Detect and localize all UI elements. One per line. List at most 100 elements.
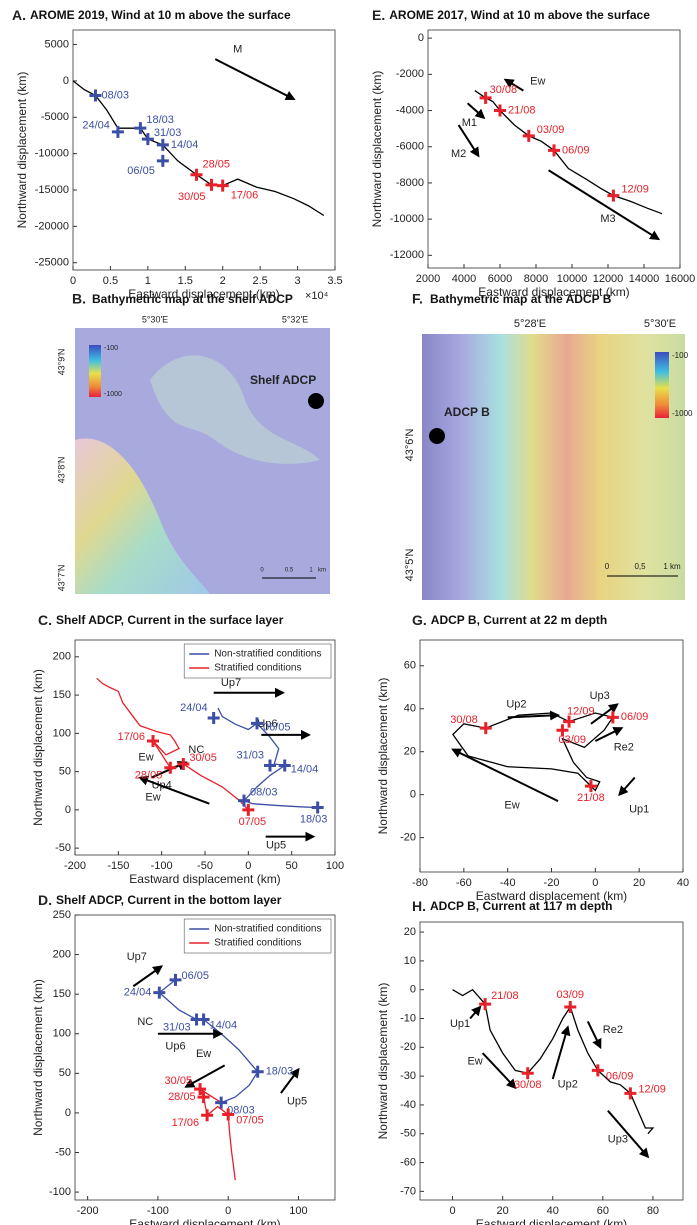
- x-tick-label: -50: [197, 860, 213, 872]
- x-tick-label: 1.5: [178, 275, 193, 287]
- arrow: [133, 966, 161, 986]
- lon-label: 5°28'E: [514, 318, 546, 330]
- y-tick-label: 150: [53, 988, 71, 1000]
- arrow-label: Ew: [530, 75, 545, 87]
- y-tick-label: -20: [400, 1041, 416, 1053]
- marker-label: 07/05: [236, 1114, 264, 1126]
- arrow-label: Up5: [287, 1096, 307, 1108]
- y-tick-label: -50: [55, 1146, 71, 1158]
- marker-label: 06/05: [263, 721, 291, 733]
- colorbar-label: -100: [672, 351, 689, 360]
- marker: [480, 722, 492, 734]
- x-tick-label: 100: [289, 1205, 307, 1217]
- x-tick-label: -80: [412, 877, 428, 889]
- marker: [312, 802, 324, 814]
- y-tick-label: -20000: [35, 220, 69, 232]
- panel-heading: H.ADCP B, Current at 117 m depth: [412, 898, 612, 914]
- arrow: [215, 59, 294, 99]
- y-tick-label: 200: [53, 948, 71, 960]
- panel-letter: C.: [38, 612, 52, 628]
- y-tick-label: -30: [400, 1070, 416, 1082]
- panel-title: Shelf ADCP, Current in the surface layer: [56, 613, 284, 627]
- x-tick-label: 3: [295, 275, 301, 287]
- x-tick-label: -20: [544, 877, 560, 889]
- map-background: [422, 334, 685, 600]
- lat-label: 43°6'N: [404, 429, 416, 462]
- lat-label: 43°7'N: [56, 565, 66, 592]
- marker: [564, 1001, 576, 1013]
- panel-heading: D.Shelf ADCP, Current in the bottom laye…: [38, 892, 282, 908]
- marker: [89, 89, 101, 101]
- arrow-label: Up3: [590, 690, 610, 702]
- panel-letter: D.: [38, 892, 52, 908]
- lat-label: 43°9'N: [56, 349, 66, 376]
- y-tick-label: 50: [59, 766, 71, 778]
- scale-label: 0,5: [634, 562, 646, 571]
- y-tick-label: 100: [53, 727, 71, 739]
- panel-title: AROME 2017, Wind at 10 m above the surfa…: [389, 8, 650, 22]
- marker-label: 18/03: [266, 1066, 294, 1078]
- x-tick-label: 8000: [524, 273, 548, 285]
- legend-label: Non-stratified conditions: [214, 924, 321, 935]
- marker: [177, 758, 189, 770]
- panel-title: ADCP B, Current at 22 m depth: [431, 613, 607, 627]
- site-marker: [429, 428, 445, 444]
- x-tick-label: 80: [647, 1205, 659, 1217]
- y-tick-label: 10: [404, 955, 416, 967]
- marker-label: 30/05: [178, 191, 206, 203]
- marker-label: 03/09: [558, 734, 586, 746]
- x-tick-label: 50: [286, 860, 298, 872]
- marker-label: 24/04: [82, 120, 110, 132]
- arrow-label: Re2: [603, 1024, 623, 1036]
- arrow-label: Ew: [467, 1056, 482, 1068]
- arrow: [619, 777, 634, 794]
- x-tick-label: 2.5: [252, 275, 267, 287]
- x-tick-label: -150: [107, 860, 129, 872]
- marker: [208, 712, 220, 724]
- site-label: Shelf ADCP: [250, 373, 316, 387]
- x-tick-label: 6000: [488, 273, 512, 285]
- x-tick-label: -100: [151, 860, 173, 872]
- y-tick-label: 20: [404, 746, 416, 758]
- map-b: B. Bathymetric map at the shelf ADCP 5°3…: [56, 291, 330, 594]
- arrow-label: Ew: [138, 752, 153, 764]
- x-axis-label: Eastward displacement (km): [476, 1217, 627, 1225]
- x-tick-label: 20: [633, 877, 645, 889]
- y-tick-label: 0: [410, 789, 416, 801]
- marker: [157, 155, 169, 167]
- lat-label: 43°5'N: [404, 549, 416, 582]
- colorbar: [89, 345, 101, 397]
- marker-label: 30/08: [490, 84, 518, 96]
- arrow: [483, 1053, 516, 1088]
- marker-label: 14/04: [171, 139, 199, 151]
- y-tick-label: -50: [400, 1128, 416, 1140]
- plot-frame: [420, 922, 683, 1200]
- marker: [134, 122, 146, 134]
- arrow-label: NC: [137, 1016, 153, 1028]
- panel-title: AROME 2019, Wind at 10 m above the surfa…: [30, 8, 291, 22]
- marker-label: 12/09: [638, 1083, 666, 1095]
- y-axis-label: Northward displacement (km): [376, 678, 390, 835]
- y-tick-label: -15000: [35, 184, 69, 196]
- x-tick-label: 3.5: [327, 275, 342, 287]
- x-tick-label: 40: [677, 877, 689, 889]
- marker-label: 28/05: [168, 1091, 196, 1103]
- x-tick-label: 14000: [629, 273, 660, 285]
- marker: [264, 759, 276, 771]
- y-tick-label: 0: [65, 804, 71, 816]
- arrow-label: Ew: [196, 1048, 211, 1060]
- y-tick-label: 20: [404, 926, 416, 938]
- x-tick-label: -40: [500, 877, 516, 889]
- panel-letter: F.: [412, 291, 423, 307]
- y-tick-label: -5000: [41, 111, 69, 123]
- y-tick-label: 50: [59, 1067, 71, 1079]
- marker: [523, 130, 535, 142]
- y-axis-label: Northward displacement (km): [15, 72, 29, 229]
- y-tick-label: -20: [400, 832, 416, 844]
- marker-label: 06/05: [127, 165, 155, 177]
- marker-label: 28/05: [135, 770, 163, 782]
- x-tick-label: 2000: [416, 273, 440, 285]
- x-axis-label: Eastward displacement (km): [129, 872, 280, 886]
- x-tick-label: 40: [547, 1205, 559, 1217]
- marker-label: 21/08: [508, 104, 536, 116]
